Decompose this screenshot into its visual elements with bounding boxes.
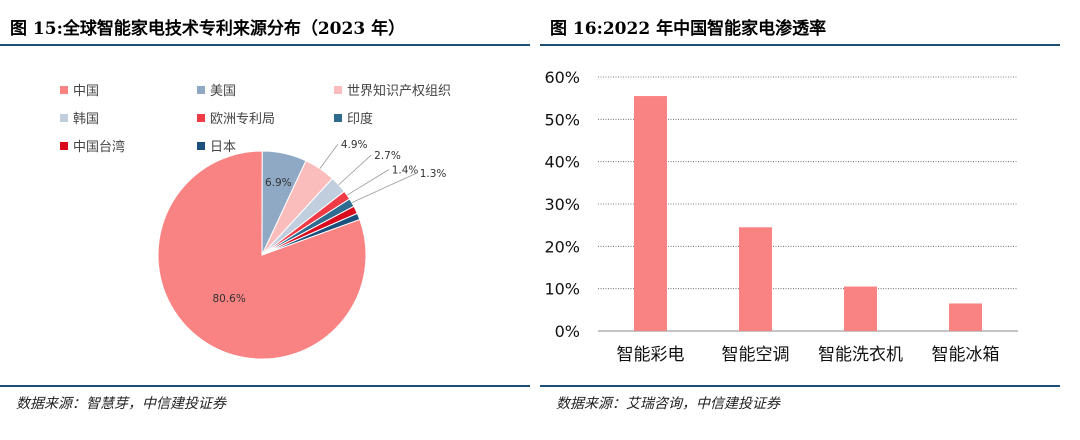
left-title-rule: [0, 44, 530, 46]
right-source-rule: [540, 385, 1060, 387]
y-tick-label: 40%: [544, 153, 580, 172]
legend-item: 中国台湾: [60, 136, 125, 155]
legend-item: 美国: [197, 80, 236, 99]
pie-leader-line: [346, 169, 389, 196]
pie-leader-line: [338, 154, 372, 186]
bar-figure-title: 图 16:2022 年中国智能家电渗透率: [550, 19, 827, 39]
x-tick-label: 智能空调: [722, 345, 790, 365]
bar: [949, 303, 982, 331]
pie-data-label: 1.4%: [392, 165, 419, 177]
left-source-rule: [0, 385, 530, 387]
pie-figure-title: 图 15:全球智能家电技术专利来源分布（2023 年）: [10, 19, 406, 39]
legend-item: 欧洲专利局: [197, 108, 275, 127]
left-panel: 图 15:全球智能家电技术专利来源分布（2023 年） 中国 美国 世界知识产权组织…: [0, 0, 530, 423]
y-tick-label: 10%: [544, 280, 580, 299]
pie-data-label: 1.3%: [420, 168, 447, 180]
legend-swatch: [334, 114, 342, 122]
x-tick-label: 智能彩电: [617, 345, 685, 365]
legend-label: 日本: [210, 140, 237, 155]
pie-leader-line: [351, 172, 417, 203]
bar: [844, 286, 877, 331]
y-tick-label: 0%: [555, 322, 580, 341]
legend-label: 中国台湾: [73, 140, 126, 155]
legend-item: 韩国: [60, 108, 99, 127]
pie-leader-line: [319, 143, 339, 169]
legend-swatch: [334, 86, 342, 94]
legend-item: 日本: [197, 136, 236, 155]
y-tick-label: 60%: [544, 68, 580, 87]
legend-swatch: [60, 142, 68, 150]
legend-label: 世界知识产权组织: [347, 84, 452, 99]
bar-source-note: 数据来源：艾瑞咨询，中信建投证券: [556, 396, 780, 412]
legend-swatch: [197, 114, 205, 122]
pie-chart: 80.6% 6.9% 4.9% 2.7% 1.4% 1.3%: [157, 140, 447, 360]
bar-chart: 0% 10% 20% 30% 40% 50% 60% 智能彩电 智能空调 智能洗衣机 智能冰箱: [544, 68, 1018, 365]
pie-data-label: 80.6%: [212, 293, 245, 305]
legend-swatch: [60, 114, 68, 122]
legend-swatch: [60, 86, 68, 94]
legend-item: 中国: [60, 80, 99, 99]
x-tick-label: 智能洗衣机: [818, 345, 903, 365]
bar: [634, 96, 667, 331]
legend-swatch: [197, 86, 205, 94]
right-panel: 图 16:2022 年中国智能家电渗透率 0% 10% 20% 30% 40% 50% 60…: [540, 0, 1060, 423]
y-tick-label: 50%: [544, 110, 580, 129]
bar: [739, 227, 772, 331]
pie-data-label: 2.7%: [374, 150, 401, 162]
legend-item: 世界知识产权组织: [334, 80, 451, 99]
legend-label: 美国: [210, 84, 237, 99]
pie-data-label: 4.9%: [341, 140, 368, 151]
pie-data-label: 6.9%: [265, 177, 292, 189]
y-tick-label: 20%: [544, 237, 580, 256]
legend-label: 印度: [347, 112, 374, 127]
legend-item: 印度: [334, 108, 373, 127]
y-tick-label: 30%: [544, 195, 580, 214]
legend-swatch: [197, 142, 205, 150]
right-title-rule: [540, 44, 1060, 46]
legend-label: 韩国: [73, 112, 100, 127]
x-tick-label: 智能冰箱: [932, 345, 1000, 365]
legend-label: 欧洲专利局: [210, 112, 276, 127]
pie-source-note: 数据来源：智慧芽，中信建投证券: [16, 396, 226, 412]
pie-slice: [261, 212, 361, 256]
legend-label: 中国: [73, 84, 100, 99]
